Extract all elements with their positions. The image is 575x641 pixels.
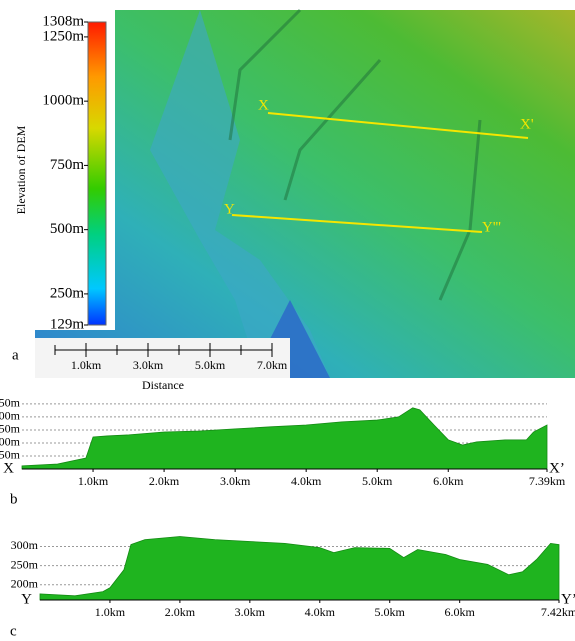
x-tick-label: 5.0km — [362, 474, 393, 488]
colorbar-tick-label: 500m — [50, 221, 85, 237]
start-label: Y — [21, 591, 32, 607]
x-tick-label: 3.0km — [220, 474, 251, 488]
scale-title: Distance — [142, 378, 184, 392]
y-tick-label: 200m — [0, 435, 21, 449]
colorbar-tick-label: 1250m — [42, 28, 84, 44]
map-label: X' — [520, 116, 534, 132]
y-tick-label: 200m — [11, 576, 39, 590]
colorbar-tick-label: 1000m — [42, 93, 84, 109]
terrain — [35, 10, 575, 378]
y-tick-label: 350m — [0, 396, 21, 410]
dem-map: X X' Y Y''' Elevation of DEM Distance a — [12, 10, 575, 392]
scale-tick-label: 5.0km — [195, 358, 226, 372]
x-tick-label: 3.0km — [235, 605, 266, 619]
x-tick-label: 1.0km — [95, 605, 126, 619]
scale-tick-label: 1.0km — [71, 358, 102, 372]
colorbar — [88, 22, 106, 325]
end-label: X’ — [549, 460, 565, 476]
end-label: Y’’’ — [561, 591, 575, 607]
figure: X X' Y Y''' Elevation of DEM Distance a … — [0, 0, 575, 641]
map-label: Y — [224, 201, 235, 217]
x-tick-label: 6.0km — [445, 605, 476, 619]
x-tick-label: 5.0km — [375, 605, 406, 619]
panel-label: a — [12, 347, 19, 363]
x-tick-label: 1.0km — [78, 474, 109, 488]
start-label: X — [3, 460, 14, 476]
x-tick-label: 2.0km — [165, 605, 196, 619]
colorbar-title: Elevation of DEM — [14, 125, 28, 214]
x-tick-label: 4.0km — [305, 605, 336, 619]
y-tick-label: 250m — [0, 422, 21, 436]
colorbar-tick-label: 1308m — [42, 13, 84, 29]
y-tick-label: 300m — [0, 409, 21, 423]
panel-label: b — [10, 491, 18, 507]
scale-tick-label: 3.0km — [133, 358, 164, 372]
x-tick-label: 6.0km — [433, 474, 464, 488]
y-tick-label: 300m — [11, 538, 39, 552]
colorbar-tick-label: 250m — [50, 285, 85, 301]
panel-label: c — [10, 623, 17, 639]
scale-tick-label: 7.0km — [257, 358, 288, 372]
colorbar-tick-label: 750m — [50, 157, 85, 173]
colorbar-tick-label: 129m — [50, 316, 85, 332]
x-tick-label: 4.0km — [291, 474, 322, 488]
x-tick-label: 2.0km — [149, 474, 180, 488]
y-tick-label: 250m — [11, 557, 39, 571]
map-label: X — [258, 97, 269, 113]
map-label: Y''' — [482, 219, 501, 235]
